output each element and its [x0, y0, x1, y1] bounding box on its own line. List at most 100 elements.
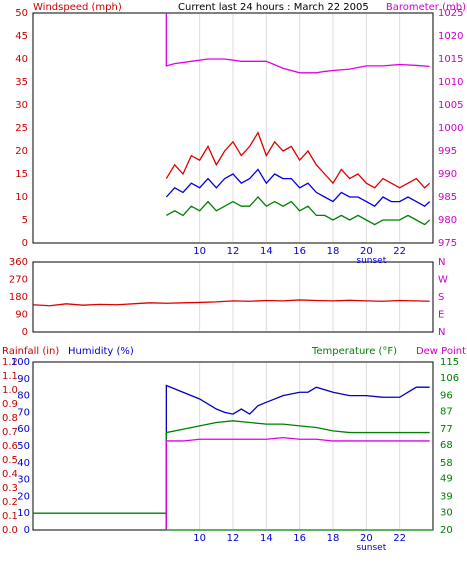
direction-tick-360: 360	[9, 257, 28, 268]
windspeed-series	[165, 131, 431, 189]
direction-tick-0: 0	[22, 327, 28, 338]
windspeed-tick-40: 40	[15, 54, 28, 65]
x-tick-label-0-10: 10	[193, 246, 206, 257]
windspeed-tick-10: 10	[15, 192, 28, 203]
barometer-series	[165, 13, 430, 74]
rain-tick-0.5: 0.5	[2, 455, 18, 466]
windspeed-tick-25: 25	[15, 123, 28, 134]
x-tick-label-2-20: 20	[360, 533, 373, 544]
rainfall-title: Rainfall (in)	[2, 346, 59, 357]
sunset-label-2: sunset	[356, 543, 386, 553]
barometer-tick-995: 995	[438, 146, 457, 157]
windspeed-tick-30: 30	[15, 100, 28, 111]
humidity-tick-50: 50	[17, 441, 30, 452]
temperature-tick-87: 87	[440, 407, 453, 418]
x-tick-label-2-14: 14	[260, 533, 273, 544]
x-tick-label-2-10: 10	[193, 533, 206, 544]
compass-label-1: W	[438, 275, 448, 286]
windspeed-tick-45: 45	[15, 31, 28, 42]
temperature-tick-106: 106	[440, 373, 459, 384]
humidity-tick-40: 40	[17, 458, 30, 469]
temperature-tick-77: 77	[440, 424, 453, 435]
x-tick-label-2-18: 18	[327, 533, 340, 544]
rain-tick-0.1: 0.1	[2, 511, 18, 522]
x-tick-label-2-12: 12	[227, 533, 240, 544]
barometer-tick-975: 975	[438, 238, 457, 249]
barometer-tick-990: 990	[438, 169, 457, 180]
rain-tick-0.7: 0.7	[2, 427, 18, 438]
rain-tick-0.3: 0.3	[2, 483, 18, 494]
humidity-tick-100: 100	[11, 357, 30, 368]
humidity-tick-90: 90	[17, 374, 30, 385]
compass-label-4: N	[438, 327, 445, 338]
compass-label-3: E	[438, 310, 444, 321]
barometer-title: Barometer (mb)	[386, 2, 466, 13]
x-tick-label-0-18: 18	[327, 246, 340, 257]
x-tick-label-0-12: 12	[227, 246, 240, 257]
x-tick-label-0-22: 22	[393, 246, 406, 257]
compass-label-2: S	[438, 292, 444, 303]
temperature-title: Temperature (°F)	[311, 346, 397, 357]
humidity-tick-10: 10	[17, 508, 30, 519]
windspeed-tick-0: 0	[22, 238, 28, 249]
windspeed-tick-20: 20	[15, 146, 28, 157]
rain-tick-1.1: 1.1	[2, 371, 18, 382]
humidity-tick-60: 60	[17, 424, 30, 435]
direction-tick-270: 270	[9, 275, 28, 286]
x-tick-label-0-16: 16	[293, 246, 306, 257]
windspeed-title: Windspeed (mph)	[33, 2, 122, 13]
barometer-tick-980: 980	[438, 215, 457, 226]
temperature-tick-96: 96	[440, 391, 453, 402]
humidity-tick-80: 80	[17, 391, 30, 402]
compass-label-0: N	[438, 257, 445, 268]
temperature-tick-20: 20	[440, 525, 453, 536]
dewpoint-title: Dew Point	[416, 346, 466, 357]
wind-direction-series	[32, 299, 430, 307]
temperature-tick-58: 58	[440, 458, 453, 469]
temperature-series	[165, 420, 430, 530]
direction-tick-90: 90	[15, 310, 28, 321]
gust-series	[165, 168, 431, 208]
windspeed-tick-50: 50	[15, 8, 28, 19]
humidity-series	[165, 384, 430, 530]
windspeed-tick-15: 15	[15, 169, 28, 180]
rain-tick-0.4: 0.4	[2, 469, 18, 480]
temperature-tick-115: 115	[440, 357, 459, 368]
average-wind-series	[166, 196, 431, 226]
barometer-tick-1005: 1005	[438, 100, 463, 111]
sunset-label-0: sunset	[356, 256, 386, 266]
rain-tick-1.2: 1.2	[2, 357, 18, 368]
barometer-tick-985: 985	[438, 192, 457, 203]
humidity-tick-0: 0	[24, 525, 30, 536]
humidity-tick-20: 20	[17, 491, 30, 502]
barometer-tick-1010: 1010	[438, 77, 463, 88]
temperature-tick-39: 39	[440, 491, 453, 502]
x-tick-label-0-20: 20	[360, 246, 373, 257]
humidity-title: Humidity (%)	[68, 346, 134, 357]
x-tick-label-2-16: 16	[293, 533, 306, 544]
temperature-tick-49: 49	[440, 474, 453, 485]
rain-tick-0.9: 0.9	[2, 399, 18, 410]
chart-date-title: Current last 24 hours : March 22 2005	[178, 2, 369, 13]
rain-tick-1: 1.0	[2, 385, 18, 396]
barometer-tick-1000: 1000	[438, 123, 463, 134]
temperature-tick-30: 30	[440, 507, 453, 518]
barometer-tick-1015: 1015	[438, 54, 463, 65]
direction-tick-180: 180	[9, 292, 28, 303]
temperature-tick-68: 68	[440, 440, 453, 451]
dewpoint-series	[165, 436, 430, 530]
rain-tick-0.6: 0.6	[2, 441, 18, 452]
humidity-tick-30: 30	[17, 475, 30, 486]
barometer-tick-1025: 1025	[438, 8, 463, 19]
rain-tick-0: 0.0	[2, 525, 18, 536]
windspeed-tick-5: 5	[22, 215, 28, 226]
x-tick-label-0-14: 14	[260, 246, 273, 257]
windspeed-tick-35: 35	[15, 77, 28, 88]
humidity-tick-70: 70	[17, 407, 30, 418]
barometer-tick-1020: 1020	[438, 31, 463, 42]
rain-tick-0.8: 0.8	[2, 413, 18, 424]
x-tick-label-2-22: 22	[393, 533, 406, 544]
rain-tick-0.2: 0.2	[2, 497, 18, 508]
